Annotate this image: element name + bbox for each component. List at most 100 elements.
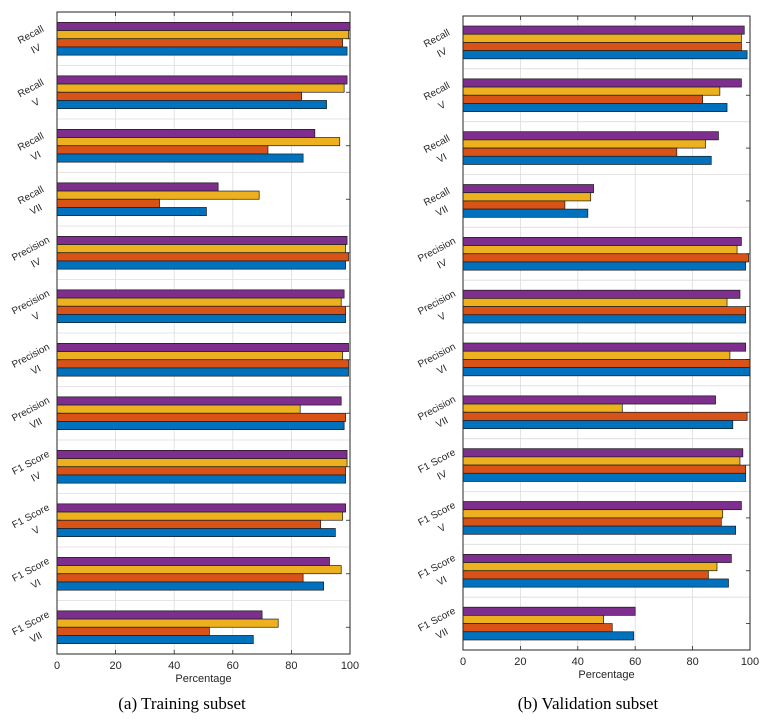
bar	[462, 631, 635, 641]
category-label: PrecisionIV	[416, 236, 465, 278]
bar	[56, 145, 269, 155]
category-label: RecallIV	[422, 28, 459, 64]
bar	[56, 626, 210, 636]
x-tick-label: 60	[629, 656, 641, 668]
x-tick-label: 100	[341, 660, 359, 672]
bar	[56, 129, 316, 138]
bar	[56, 474, 346, 484]
bar	[56, 396, 342, 406]
bar	[56, 511, 344, 521]
bar	[56, 610, 263, 620]
category-class: VI	[30, 577, 44, 591]
category-label: RecallVII	[16, 184, 53, 220]
bar	[462, 367, 751, 377]
bar	[462, 314, 747, 324]
bar	[56, 421, 345, 431]
category-metric: Recall	[422, 133, 452, 156]
category-metric: Recall	[422, 28, 452, 51]
category-class: V	[437, 99, 448, 112]
bar	[462, 578, 729, 588]
panel-validation: RecallIVRecallVRecallVIRecallVIIPrecisio…	[416, 15, 759, 681]
bar	[462, 33, 742, 43]
bar	[462, 50, 748, 60]
bar	[462, 456, 741, 466]
category-label: F1 ScoreIV	[417, 447, 465, 489]
bar	[56, 367, 349, 377]
bar	[462, 615, 604, 624]
category-label: F1 ScoreVI	[11, 556, 59, 598]
category-label: F1 ScoreV	[11, 502, 59, 544]
category-class: VII	[28, 202, 44, 217]
bar	[462, 517, 722, 527]
bar	[56, 635, 254, 645]
bar	[462, 184, 594, 194]
bar	[462, 298, 728, 307]
category-metric: Recall	[16, 184, 46, 207]
bar	[56, 260, 346, 270]
caption-training: (a) Training subset	[118, 694, 246, 713]
bar	[56, 618, 279, 628]
bar	[462, 192, 592, 202]
category-class: VII	[28, 630, 44, 645]
axes-box	[56, 11, 351, 655]
x-axis-label: Percentage	[578, 669, 634, 681]
category-label: PrecisionVII	[10, 395, 59, 437]
bar	[462, 525, 736, 535]
category-class: IV	[30, 256, 44, 270]
category-label: RecallV	[16, 77, 53, 113]
x-tick-label: 40	[168, 660, 180, 672]
bar	[56, 38, 344, 48]
bar	[56, 236, 348, 245]
bar	[462, 208, 589, 218]
bar	[56, 137, 341, 147]
bar	[462, 147, 678, 157]
category-class: VI	[436, 152, 450, 166]
bar	[462, 411, 748, 421]
x-tick-label: 20	[109, 660, 121, 672]
category-class: VII	[28, 416, 44, 431]
bar	[462, 306, 747, 316]
bar	[56, 244, 346, 254]
bar	[56, 252, 349, 262]
category-class: VI	[436, 574, 450, 588]
bar	[56, 351, 344, 361]
bar	[462, 155, 712, 165]
x-tick-label: 80	[285, 660, 297, 672]
bar	[462, 139, 706, 149]
x-tick-label: 80	[686, 656, 698, 668]
bar	[462, 570, 709, 580]
bar	[56, 314, 346, 324]
category-label: F1 ScoreVII	[11, 609, 59, 651]
bar	[462, 420, 734, 430]
bar	[56, 297, 342, 307]
bar	[56, 519, 322, 529]
bar	[56, 83, 345, 93]
bar	[462, 501, 742, 511]
bar	[56, 207, 207, 216]
bar	[462, 78, 742, 88]
category-label: PrecisionIV	[10, 235, 59, 277]
category-class: V	[437, 311, 448, 324]
bar	[462, 403, 623, 413]
category-class: VII	[434, 204, 450, 219]
bar	[56, 190, 260, 200]
bar	[56, 565, 342, 575]
x-tick-label: 20	[514, 656, 526, 668]
category-class: IV	[30, 470, 44, 484]
category-label: RecallV	[422, 80, 459, 116]
category-metric: Recall	[16, 24, 46, 47]
bar	[462, 448, 744, 458]
category-label: RecallIV	[16, 24, 53, 60]
caption-validation: (b) Validation subset	[517, 694, 659, 713]
bar	[462, 553, 732, 563]
category-class: VII	[434, 627, 450, 642]
category-class: IV	[436, 46, 450, 60]
x-tick-label: 40	[572, 656, 584, 668]
bar	[462, 350, 731, 360]
category-class: IV	[436, 469, 450, 483]
bar	[462, 359, 751, 368]
bar	[462, 395, 716, 405]
bar	[462, 464, 747, 474]
bar	[56, 458, 348, 468]
